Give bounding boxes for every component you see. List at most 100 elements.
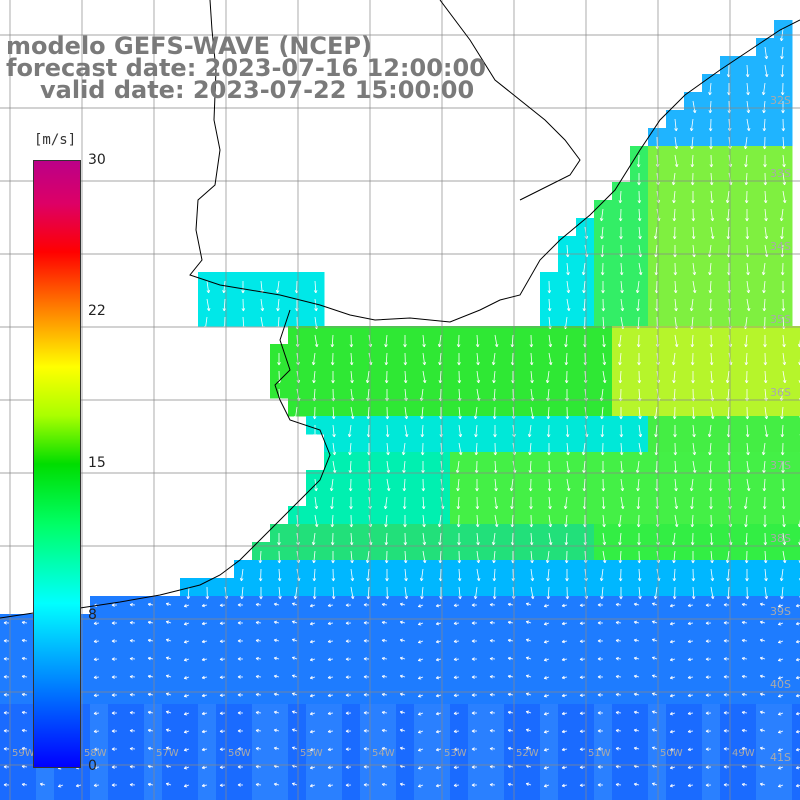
- wind-cell: [360, 758, 379, 777]
- wind-arrow: [403, 352, 408, 366]
- wind-arrow: [3, 675, 10, 679]
- wind-arrow: [219, 639, 226, 644]
- wind-arrow: [403, 335, 407, 348]
- wind-arrow: [654, 244, 658, 258]
- wind-arrow: [147, 710, 154, 715]
- wind-arrow: [618, 532, 622, 546]
- wind-cell: [630, 596, 649, 615]
- wind-cell: [756, 740, 775, 759]
- wind-arrow: [672, 550, 676, 564]
- wind-cell: [270, 614, 289, 633]
- wind-arrow: [745, 226, 750, 240]
- wind-arrow: [165, 674, 172, 678]
- wind-arrow: [690, 136, 694, 150]
- wind-cell: [252, 758, 271, 777]
- wind-arrow: [437, 514, 442, 528]
- wind-arrow: [528, 460, 533, 474]
- wind-arrow: [744, 514, 748, 528]
- wind-arrow: [565, 406, 570, 420]
- wind-arrow: [309, 747, 316, 752]
- wind-arrow: [633, 710, 640, 715]
- wind-arrow: [255, 764, 262, 769]
- wind-arrow: [291, 602, 298, 606]
- wind-cell: [720, 650, 739, 669]
- wind-cell: [450, 704, 469, 723]
- wind-arrow: [147, 728, 154, 733]
- wind-arrow: [617, 514, 622, 528]
- wind-cell: [108, 758, 127, 777]
- wind-cell: [630, 632, 649, 651]
- wind-arrow: [312, 586, 317, 600]
- wind-arrow: [669, 639, 676, 644]
- wind-arrow: [599, 568, 604, 582]
- wind-arrow: [691, 208, 696, 222]
- wind-arrow: [743, 136, 748, 150]
- latitude-label: 35S: [770, 313, 791, 326]
- wind-arrow: [417, 676, 424, 680]
- wind-cell: [144, 758, 163, 777]
- wind-arrow: [147, 692, 154, 697]
- wind-arrow: [259, 587, 263, 600]
- wind-arrow: [637, 568, 642, 582]
- wind-cell: [144, 632, 163, 651]
- wind-cell: [126, 776, 145, 795]
- wind-arrow: [777, 730, 784, 734]
- wind-cell: [288, 596, 307, 615]
- wind-cell: [126, 686, 145, 705]
- wind-cell: [684, 686, 703, 705]
- wind-cell: [756, 686, 775, 705]
- wind-cell: [144, 686, 163, 705]
- wind-cell: [756, 614, 775, 633]
- wind-arrow: [543, 640, 550, 644]
- wind-arrow: [276, 298, 280, 312]
- wind-arrow: [457, 353, 461, 366]
- wind-arrow: [363, 693, 370, 697]
- wind-arrow: [619, 407, 623, 420]
- wind-arrow: [780, 442, 785, 456]
- wind-arrow: [581, 262, 586, 276]
- wind-arrow: [780, 424, 785, 438]
- wind-arrow: [291, 746, 298, 750]
- wind-arrow: [602, 352, 607, 366]
- wind-cell: [108, 632, 127, 651]
- wind-cell: [630, 758, 649, 777]
- wind-arrow: [691, 568, 696, 582]
- wind-cell: [144, 614, 163, 633]
- wind-arrow: [597, 711, 604, 715]
- wind-cell: [522, 632, 541, 651]
- wind-cell: [198, 596, 217, 615]
- wind-arrow: [241, 298, 246, 312]
- wind-arrow: [566, 262, 570, 276]
- wind-arrow: [764, 586, 769, 600]
- wind-cell: [594, 776, 613, 795]
- wind-arrow: [456, 478, 460, 492]
- wind-speed-field: [0, 20, 800, 800]
- wind-cell: [216, 614, 235, 633]
- wind-arrow: [277, 568, 282, 582]
- wind-cell: [414, 722, 433, 741]
- wind-arrow: [453, 639, 460, 644]
- wind-cell: [594, 722, 613, 741]
- wind-cell: [18, 722, 37, 741]
- wind-cell: [522, 704, 541, 723]
- wind-cell: [774, 650, 793, 669]
- wind-cell: [180, 668, 199, 687]
- wind-arrow: [602, 370, 607, 384]
- wind-arrow: [57, 784, 64, 788]
- wind-cell: [792, 380, 800, 399]
- wind-arrow: [741, 692, 748, 697]
- wind-arrow: [654, 424, 658, 438]
- wind-arrow: [435, 603, 442, 608]
- wind-cell: [342, 632, 361, 651]
- wind-arrow: [93, 693, 100, 698]
- wind-cell: [270, 650, 289, 669]
- wind-arrow: [636, 298, 640, 312]
- wind-cell: [162, 722, 181, 741]
- wind-arrow: [291, 620, 298, 624]
- wind-cell: [108, 686, 127, 705]
- wind-arrow: [309, 621, 316, 626]
- wind-arrow: [147, 674, 154, 679]
- wind-arrow: [759, 728, 766, 733]
- wind-cell: [558, 776, 577, 795]
- wind-cell: [360, 722, 379, 741]
